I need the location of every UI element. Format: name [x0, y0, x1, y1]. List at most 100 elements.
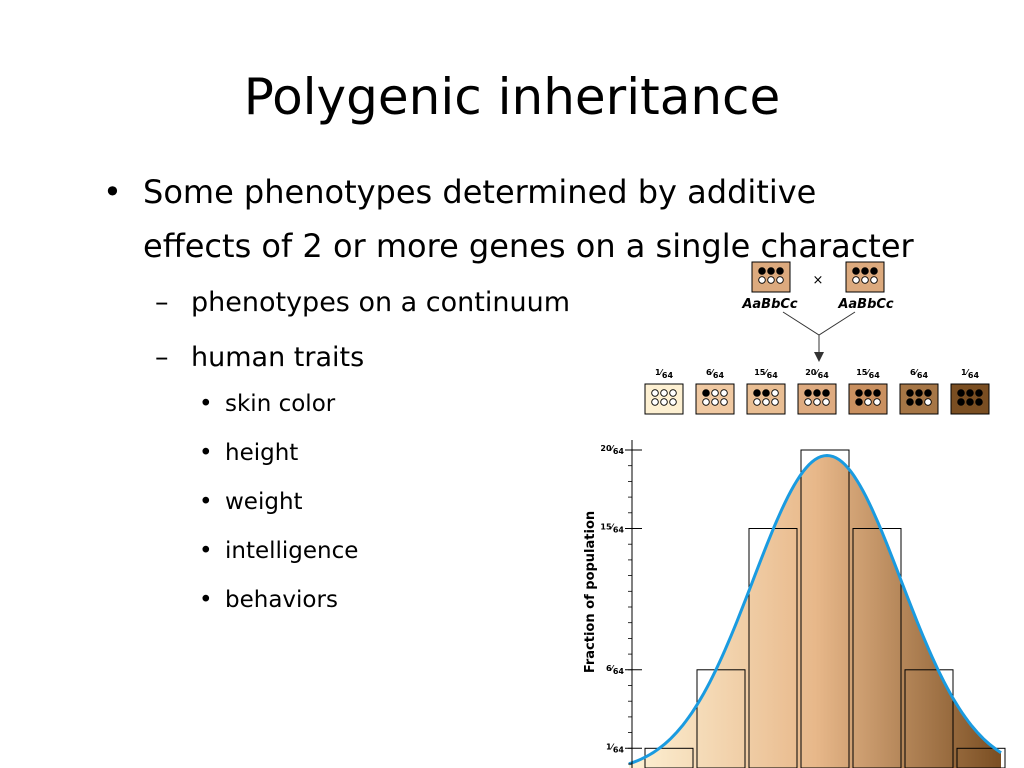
light-allele-dot	[804, 398, 812, 406]
light-allele-dot	[702, 398, 710, 406]
dark-allele-dot	[957, 398, 965, 406]
light-allele-dot	[660, 389, 668, 397]
y-tick-label: 15⁄64	[600, 523, 624, 535]
light-allele-dot	[711, 389, 719, 397]
normal-curve	[628, 453, 1002, 766]
light-allele-dot	[711, 398, 719, 406]
bullet-main-text: Some phenotypes determined by additive e…	[143, 173, 914, 265]
bullet-dot: •	[199, 538, 213, 564]
light-allele-dot	[873, 398, 881, 406]
sub-bullet-continuum: – phenotypes on a continuum	[103, 283, 923, 323]
dark-allele-dot	[753, 389, 761, 397]
dark-allele-dot	[767, 267, 775, 275]
y-ticks: 1⁄64 6⁄64 15⁄64 20⁄64	[600, 444, 642, 754]
dark-allele-dot	[855, 389, 863, 397]
bar	[800, 449, 850, 768]
light-allele-dot	[669, 398, 677, 406]
dark-allele-dot	[924, 389, 932, 397]
light-allele-dot	[864, 398, 872, 406]
bullet-main: • Some phenotypes determined by additive…	[103, 165, 923, 273]
light-allele-dot	[767, 276, 775, 284]
offspring-class: 6⁄64	[695, 368, 735, 415]
class-fraction-label: 1⁄64	[961, 368, 979, 380]
y-minor-ticks	[628, 449, 632, 765]
bullet-dot: •	[199, 440, 213, 466]
light-allele-dot	[669, 389, 677, 397]
class-fraction-label: 15⁄64	[856, 368, 880, 380]
offspring-class: 20⁄64	[797, 368, 837, 415]
dark-allele-dot	[915, 398, 923, 406]
parent-right-genotype: AaBbCc	[837, 297, 894, 312]
light-allele-dot	[753, 398, 761, 406]
bullet-dot: •	[103, 173, 122, 211]
phenotype-box	[746, 383, 786, 415]
dark-allele-dot	[861, 267, 869, 275]
y-tick-label: 1⁄64	[606, 742, 624, 754]
y-tick-label: 20⁄64	[600, 444, 624, 456]
trait-item: • weight	[103, 487, 923, 536]
slide-title: Polygenic inheritance	[243, 68, 781, 126]
parent-left-genotype: AaBbCc	[741, 297, 798, 312]
bullet-dot: •	[199, 391, 213, 417]
dark-allele-dot	[813, 389, 821, 397]
dark-allele-dot	[975, 398, 983, 406]
bullet-dot: •	[199, 587, 213, 613]
dark-allele-dot	[966, 398, 974, 406]
light-allele-dot	[651, 389, 659, 397]
dark-allele-dot	[702, 389, 710, 397]
light-allele-dot	[813, 398, 821, 406]
bar	[852, 528, 902, 768]
class-fraction-label: 1⁄64	[655, 368, 673, 380]
trait-item: • behaviors	[103, 585, 923, 634]
light-allele-dot	[822, 398, 830, 406]
phenotype-box	[695, 383, 735, 415]
trait-item: • height	[103, 438, 923, 487]
dark-allele-dot	[864, 389, 872, 397]
cross-arrowhead	[814, 352, 824, 362]
light-allele-dot	[762, 398, 770, 406]
offspring-classes: 1⁄64 6⁄64 15⁄64 20⁄64 15⁄64 6⁄64 1⁄64	[644, 368, 990, 415]
trait-text: height	[225, 440, 299, 466]
dark-allele-dot	[762, 389, 770, 397]
parent-left-dots	[758, 267, 784, 284]
class-fraction-label: 6⁄64	[706, 368, 724, 380]
class-fraction-label: 20⁄64	[805, 368, 829, 380]
bullet-dot: •	[199, 489, 213, 515]
trait-list: • skin color • height • weight • intelligenc…	[103, 389, 923, 634]
sub-bullet-dash: –	[155, 287, 169, 318]
distribution-area	[629, 455, 1001, 768]
light-allele-dot	[720, 398, 728, 406]
y-axis-label: Fraction of population	[583, 511, 598, 673]
dark-allele-dot	[957, 389, 965, 397]
dark-allele-dot	[906, 389, 914, 397]
class-fraction-label: 6⁄64	[910, 368, 928, 380]
light-allele-dot	[660, 398, 668, 406]
light-allele-dot	[720, 389, 728, 397]
dark-allele-dot	[852, 267, 860, 275]
distribution-chart: 1⁄64 6⁄64 15⁄64 20⁄64 Fraction of populatio…	[583, 440, 1006, 768]
dark-allele-dot	[966, 389, 974, 397]
light-allele-dot	[771, 398, 779, 406]
y-tick-label: 6⁄64	[606, 664, 624, 676]
light-allele-dot	[861, 276, 869, 284]
light-allele-dot	[852, 276, 860, 284]
offspring-class: 1⁄64	[950, 368, 990, 415]
trait-text: intelligence	[225, 538, 359, 564]
trait-item: • skin color	[103, 389, 923, 438]
dark-allele-dot	[776, 267, 784, 275]
bullet-list: • Some phenotypes determined by additive…	[103, 165, 923, 634]
dark-allele-dot	[906, 398, 914, 406]
cross-symbol: ×	[813, 273, 824, 288]
sub-bullet-dash: –	[155, 342, 169, 373]
trait-text: behaviors	[225, 587, 338, 613]
dark-allele-dot	[975, 389, 983, 397]
parent-cross: × AaBbCc AaBbCc	[741, 261, 894, 362]
light-allele-dot	[651, 398, 659, 406]
dark-allele-dot	[915, 389, 923, 397]
light-allele-dot	[924, 398, 932, 406]
dark-allele-dot	[855, 398, 863, 406]
sub-bullet-text: human traits	[191, 342, 365, 373]
offspring-class: 15⁄64	[848, 368, 888, 415]
offspring-class: 1⁄64	[644, 368, 684, 415]
